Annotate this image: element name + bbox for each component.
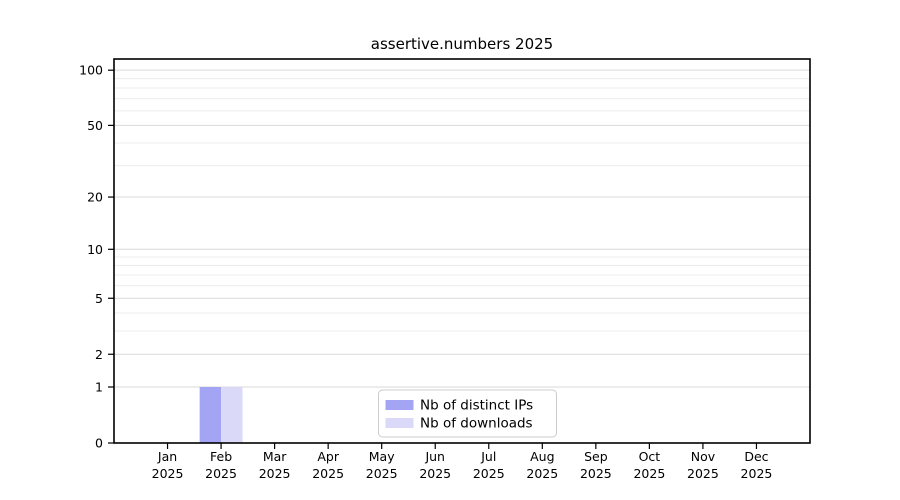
- y-tick-label: 0: [95, 436, 103, 451]
- x-tick-label-month: May: [369, 449, 395, 464]
- x-tick-label-year: 2025: [366, 466, 398, 481]
- legend-swatch-nb-of-downloads: [385, 418, 414, 428]
- x-tick-label-year: 2025: [580, 466, 612, 481]
- bar-nb-of-downloads-feb-2025: [221, 387, 243, 443]
- x-tick-label-year: 2025: [312, 466, 344, 481]
- y-tick-label: 100: [79, 63, 103, 78]
- y-tick-label: 10: [87, 242, 103, 257]
- x-tick-label-month: Feb: [210, 449, 232, 464]
- x-tick-label-month: Apr: [317, 449, 339, 464]
- x-tick-label-month: Mar: [263, 449, 287, 464]
- x-tick-label-year: 2025: [526, 466, 558, 481]
- x-tick-label-month: Oct: [639, 449, 661, 464]
- x-tick-label-year: 2025: [152, 466, 184, 481]
- x-tick-label-month: Aug: [530, 449, 554, 464]
- chart-title: assertive.numbers 2025: [370, 35, 554, 53]
- legend-label-nb-of-downloads: Nb of downloads: [420, 416, 533, 432]
- x-tick-label-year: 2025: [205, 466, 237, 481]
- legend-label-nb-of-distinct-ips: Nb of distinct IPs: [420, 398, 533, 414]
- gridlines: [114, 69, 810, 388]
- x-tick-label-year: 2025: [259, 466, 291, 481]
- bars: [199, 387, 243, 443]
- legend-box: [378, 389, 557, 438]
- y-tick-label: 20: [87, 190, 103, 205]
- y-tick-label: 5: [95, 291, 103, 306]
- y-tick-label: 1: [95, 380, 103, 395]
- legend-swatch-nb-of-distinct-ips: [385, 400, 414, 410]
- x-tick-label-month: Dec: [744, 449, 768, 464]
- x-tick-label-month: Jun: [424, 449, 445, 464]
- x-tick-label-year: 2025: [473, 466, 505, 481]
- x-tick-label-year: 2025: [633, 466, 665, 481]
- x-axis: Jan 2025 Feb 2025 Mar 2025 Apr 2025 May 2025 Jun 20…: [152, 443, 773, 481]
- x-tick-label-year: 2025: [741, 466, 773, 481]
- x-tick-label-month: Nov: [691, 449, 716, 464]
- x-tick-label-year: 2025: [419, 466, 451, 481]
- x-tick-label-month: Jan: [157, 449, 177, 464]
- plot-border: [113, 58, 811, 444]
- legend: Nb of distinct IPs Nb of downloads: [378, 389, 557, 438]
- x-tick-label-month: Jul: [480, 449, 496, 464]
- y-axis: 0 1 2 5 10 20 50 100: [79, 63, 114, 451]
- bar-nb-of-distinct-ips-feb-2025: [199, 387, 222, 443]
- y-tick-label: 2: [95, 347, 103, 362]
- x-tick-label-year: 2025: [687, 466, 719, 481]
- x-tick-label-month: Sep: [584, 449, 608, 464]
- y-tick-label: 50: [87, 118, 103, 133]
